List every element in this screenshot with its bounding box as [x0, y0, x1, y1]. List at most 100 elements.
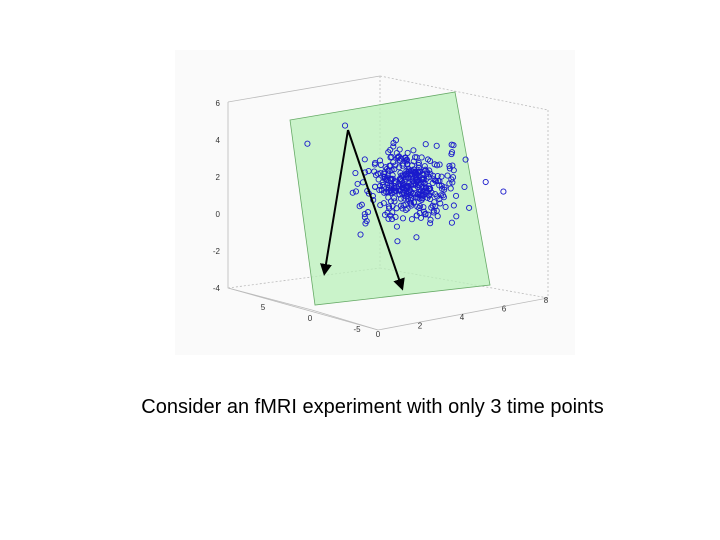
point: [383, 165, 390, 173]
point: [399, 215, 407, 222]
point: [357, 231, 364, 238]
point: [396, 157, 403, 164]
point: [405, 166, 412, 173]
point: [420, 171, 427, 178]
point: [408, 216, 416, 223]
point: [420, 204, 427, 211]
point: [419, 193, 426, 200]
point: [425, 182, 432, 190]
point: [390, 143, 397, 150]
point: [437, 192, 444, 199]
vectors: [320, 129, 405, 291]
point: [361, 210, 368, 218]
point: [410, 199, 417, 206]
point: [385, 194, 392, 201]
tick-label: 0: [376, 330, 381, 339]
point: [372, 183, 379, 190]
point: [428, 204, 435, 211]
tick-label: 4: [460, 313, 465, 322]
point: [401, 172, 408, 179]
point: [417, 203, 424, 210]
point: [400, 181, 407, 189]
point: [416, 210, 423, 217]
tick-label: 0: [216, 210, 221, 219]
tick-label: 8: [544, 296, 549, 305]
point: [462, 156, 469, 163]
point: [482, 178, 489, 186]
point: [380, 170, 388, 177]
point: [398, 172, 405, 179]
point: [413, 174, 420, 181]
point: [430, 209, 437, 216]
point: [391, 195, 398, 202]
point: [436, 178, 443, 185]
point: [420, 208, 428, 215]
point: [448, 219, 455, 226]
point: [411, 182, 418, 189]
point: [427, 157, 434, 165]
point: [371, 161, 378, 168]
point: [376, 157, 384, 164]
point: [416, 179, 423, 186]
tick-label: 4: [216, 136, 221, 145]
point: [432, 203, 439, 210]
point: [448, 151, 455, 158]
point: [416, 182, 423, 189]
point: [404, 192, 411, 199]
point: [416, 172, 423, 179]
point: [427, 216, 434, 223]
point: [393, 178, 400, 185]
point: [442, 203, 449, 211]
point: [390, 159, 397, 166]
point: [361, 156, 368, 163]
point: [398, 178, 405, 185]
point: [385, 203, 393, 210]
point: [392, 187, 399, 194]
point: [356, 203, 363, 210]
point: [393, 205, 400, 212]
point: [400, 189, 407, 196]
point: [427, 220, 434, 227]
point: [413, 234, 420, 241]
point: [436, 195, 443, 203]
point: [371, 168, 378, 175]
point: [377, 202, 384, 209]
point: [453, 192, 460, 199]
point: [453, 213, 460, 220]
point: [461, 183, 468, 191]
point: [441, 186, 448, 193]
point: [450, 142, 457, 149]
point: [429, 180, 436, 187]
point: [440, 192, 447, 199]
point: [450, 202, 457, 209]
point: [361, 214, 368, 221]
point: [362, 220, 369, 227]
point: [394, 238, 401, 245]
point: [376, 186, 383, 194]
point: [404, 149, 411, 156]
caption: Consider an fMRI experiment with only 3 …: [141, 396, 604, 418]
point: [342, 122, 349, 129]
point: [427, 170, 434, 177]
point: [450, 167, 457, 174]
point: [410, 158, 417, 165]
point: [425, 185, 433, 192]
point: [423, 175, 430, 182]
point: [426, 186, 433, 193]
point: [419, 195, 426, 202]
point: [392, 214, 399, 221]
point: [354, 180, 361, 187]
point: [349, 189, 356, 196]
tick-label: 0: [308, 314, 313, 323]
point: [415, 161, 422, 169]
point: [375, 176, 382, 183]
point: [413, 177, 420, 184]
point: [410, 147, 417, 154]
point: [397, 195, 404, 202]
point: [425, 211, 432, 218]
point: [407, 171, 414, 178]
point: [352, 170, 359, 177]
point: [433, 142, 440, 149]
point: [392, 137, 400, 144]
point: [386, 188, 393, 195]
